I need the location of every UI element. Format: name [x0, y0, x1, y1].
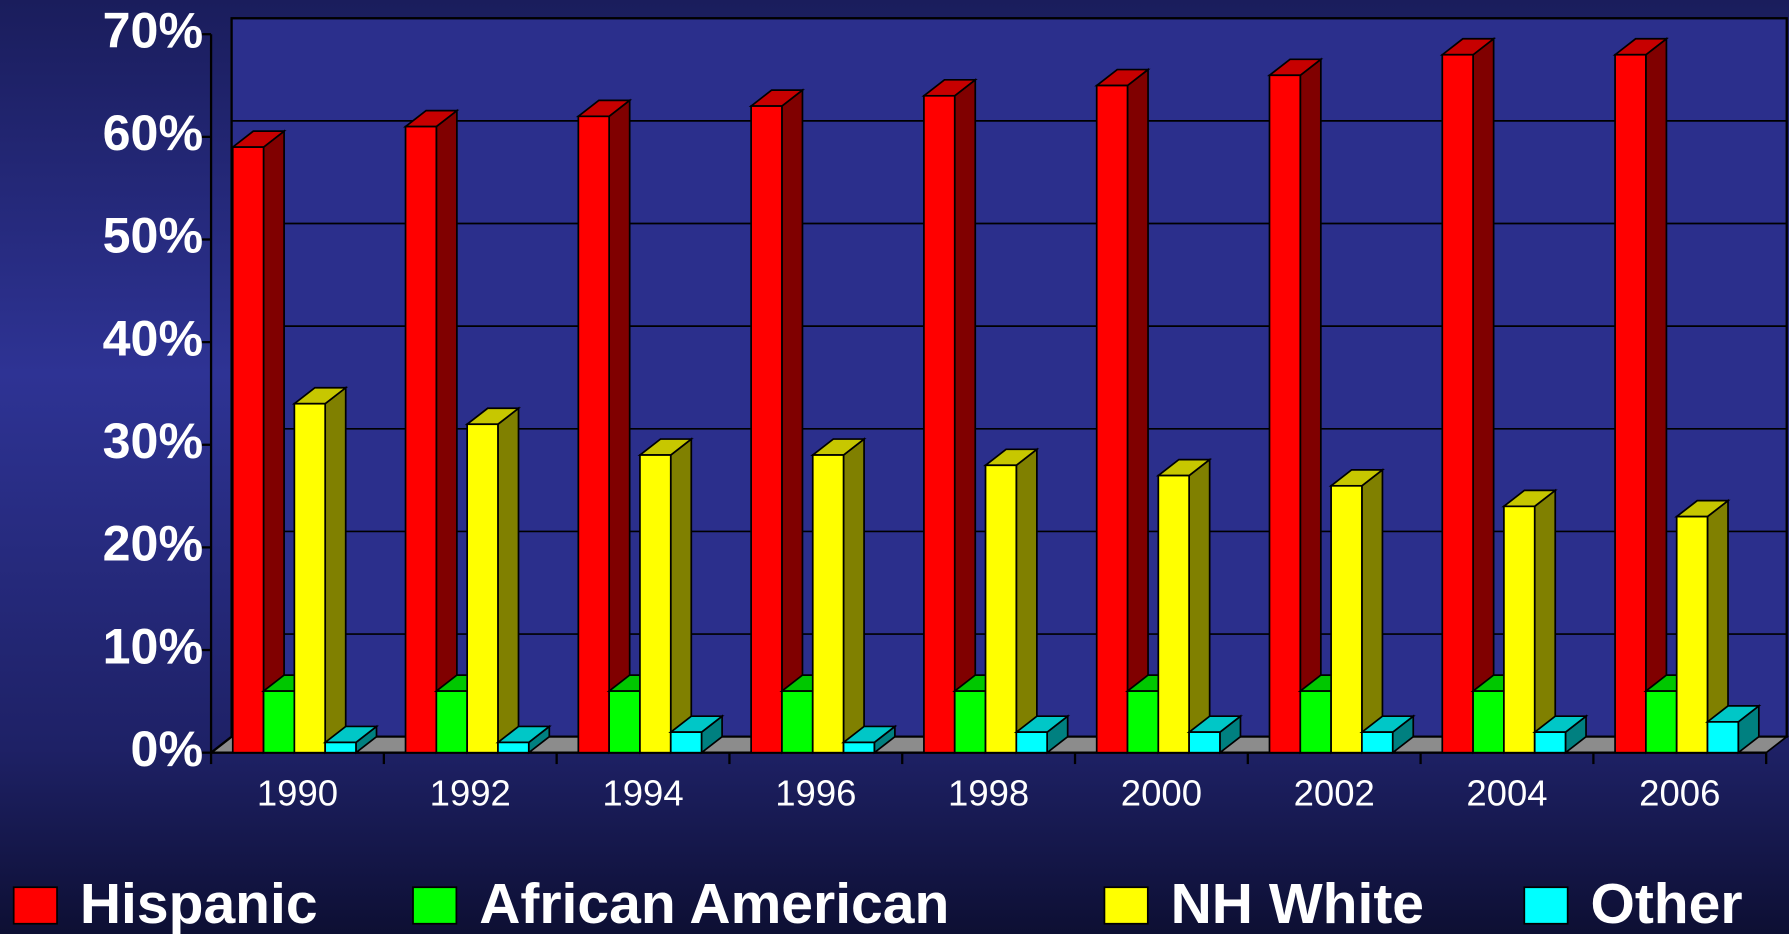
x-tick-label: 1994 [602, 773, 683, 814]
legend-label: NH White [1171, 872, 1424, 934]
bar [1706, 721, 1740, 754]
bar-side [842, 437, 865, 755]
bar [1268, 74, 1302, 754]
bar [262, 690, 296, 754]
bar [1188, 731, 1221, 754]
axis-line [210, 735, 233, 754]
bar-side [262, 129, 285, 755]
bar [324, 741, 357, 754]
y-tick-label: 20% [103, 516, 203, 572]
bar [811, 454, 845, 754]
legend-swatch [12, 886, 58, 925]
bar [1095, 84, 1129, 754]
legend-label: Other [1590, 872, 1742, 934]
bar [608, 690, 641, 754]
x-tick-label: 2006 [1639, 773, 1720, 814]
bar [577, 115, 610, 754]
y-tick-label: 30% [103, 413, 203, 469]
bar-side [1188, 457, 1211, 755]
bar-side [435, 108, 458, 755]
bar [1126, 690, 1160, 754]
x-tick-label: 2004 [1466, 773, 1547, 814]
bar [466, 423, 499, 754]
bar [1157, 474, 1190, 754]
x-tick-label: 2000 [1121, 773, 1202, 814]
bar-side [1472, 37, 1495, 755]
bar-side [669, 437, 693, 755]
bar [984, 464, 1018, 754]
bar-side [608, 98, 631, 755]
bar [1472, 690, 1505, 754]
bar-side [1361, 468, 1384, 755]
bar [1503, 505, 1536, 754]
bar-side [1645, 37, 1668, 755]
bar-side [497, 406, 520, 755]
bar-side [1126, 67, 1149, 755]
legend-swatch [1103, 886, 1149, 925]
bar [781, 690, 814, 754]
bar [842, 741, 876, 754]
x-tick-label: 1996 [775, 773, 856, 814]
bar-side [324, 385, 347, 755]
bar [293, 402, 327, 754]
legend-swatch [412, 886, 458, 925]
legend-swatch [1523, 886, 1569, 925]
bar-side [781, 88, 804, 755]
x-tick-label: 1992 [430, 773, 511, 814]
legend-label: African American [479, 872, 949, 934]
bar [1533, 731, 1567, 754]
bar-side [953, 78, 977, 755]
bar [231, 146, 265, 754]
y-tick-label: 10% [103, 618, 203, 674]
bar [1330, 484, 1363, 754]
bar-side [1015, 447, 1038, 755]
bar [1614, 53, 1647, 754]
x-tick-label: 1998 [948, 773, 1029, 814]
bar [1675, 515, 1709, 754]
bar [923, 94, 956, 754]
y-tick-label: 50% [103, 208, 203, 264]
bar [1015, 731, 1048, 754]
bar [639, 454, 672, 754]
bar [497, 741, 530, 754]
y-tick-label: 0% [131, 721, 204, 777]
y-tick-label: 40% [103, 310, 203, 366]
bar [669, 731, 703, 754]
y-tick-label: 60% [103, 105, 203, 161]
bar [1441, 53, 1474, 754]
bar-side [1533, 488, 1557, 755]
bar [1645, 690, 1678, 754]
x-tick-label: 1990 [257, 773, 338, 814]
y-tick-label: 70% [103, 2, 203, 58]
bar [953, 690, 987, 754]
legend-label: Hispanic [80, 872, 318, 934]
bar [1361, 731, 1394, 754]
bar [1299, 690, 1332, 754]
bar [750, 105, 783, 754]
bar [435, 690, 469, 754]
x-tick-label: 2002 [1294, 773, 1375, 814]
bar-side [1299, 57, 1322, 755]
bar [404, 125, 438, 754]
